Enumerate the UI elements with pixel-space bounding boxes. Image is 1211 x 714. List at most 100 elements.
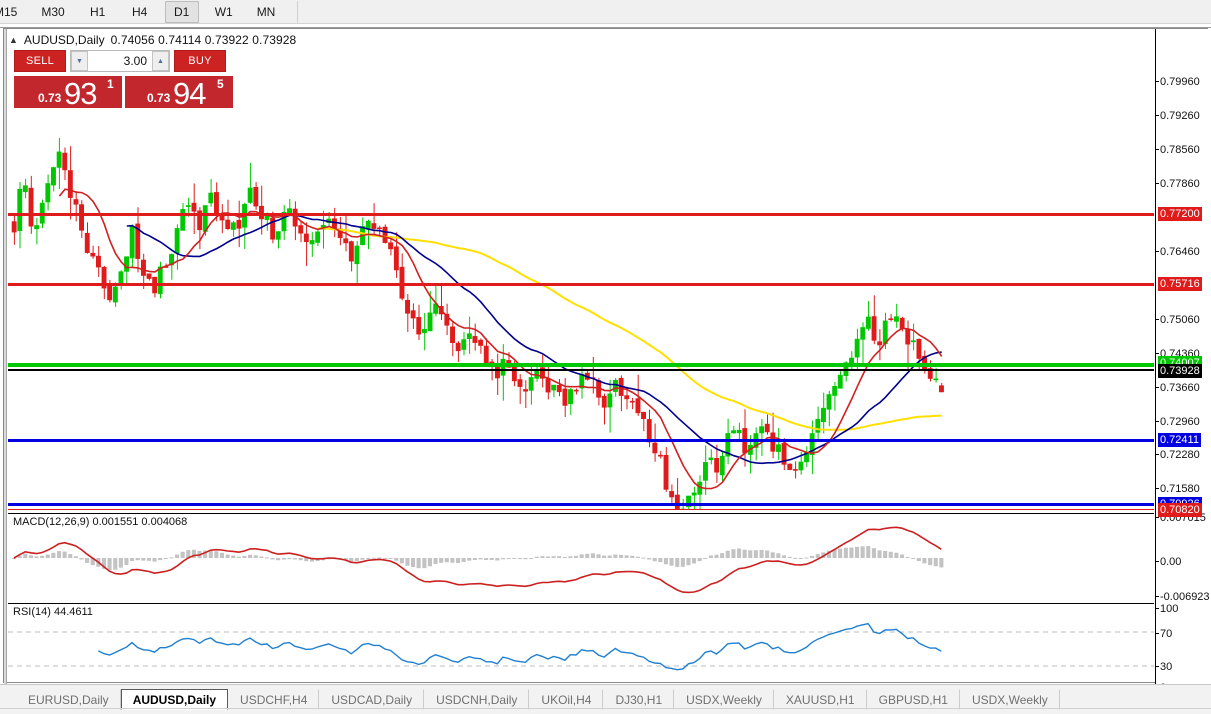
symbol-tab-usdcad-daily[interactable]: USDCAD,Daily — [319, 689, 425, 710]
price-tick: 0.71580 — [1156, 483, 1200, 495]
macd-chart-svg — [12, 526, 944, 594]
timeframe-button-m30[interactable]: M30 — [33, 1, 72, 23]
timeframe-button-mn[interactable]: MN — [249, 1, 284, 23]
timeframe-button-d1[interactable]: D1 — [164, 0, 199, 23]
one-click-trading-controls: SELL ▼ 3.00 ▲ BUY — [14, 49, 234, 73]
level-label-0.72411[interactable]: 0.72411 — [1158, 433, 1201, 447]
buy-price-prefix: 0.73 — [147, 91, 171, 105]
rsi-line — [97, 622, 942, 671]
macd-tick: -0.006923 — [1156, 591, 1210, 603]
chart-window: ▲ AUDUSD,Daily 0.74056 0.74114 0.73922 0… — [0, 27, 1211, 704]
timeframe-button-w1[interactable]: W1 — [207, 1, 241, 23]
symbol-tab-label: XAUUSD,H1 — [785, 692, 855, 707]
level-line-0.74007[interactable] — [8, 363, 1154, 367]
level-label-0.75716[interactable]: 0.75716 — [1158, 277, 1202, 291]
level-line-0.70820[interactable] — [8, 509, 1154, 510]
rsi-tick: 30 — [1155, 661, 1173, 673]
timeframe-button-h4[interactable]: H4 — [123, 1, 157, 23]
collapse-triangle-icon[interactable]: ▲ — [9, 34, 18, 45]
macd-pane[interactable]: MACD(12,26,9) 0.001551 0.004068 — [8, 513, 1154, 600]
buy-button[interactable]: BUY — [174, 50, 226, 72]
level-line-0.77200[interactable] — [8, 213, 1154, 216]
timeframe-button-m15[interactable]: M15 — [0, 1, 25, 23]
timeframe-toolbar: M15 M30 H1 H4 D1 W1 MN — [0, 0, 1211, 24]
one-click-trading-panel[interactable]: SELL ▼ 3.00 ▲ BUY 0.73 93 1 — [14, 49, 234, 108]
macd-signal-line — [13, 526, 942, 594]
price-tick: 0.79960 — [1156, 76, 1200, 88]
ma-mid-line — [126, 214, 942, 465]
timeframe-label: H1 — [90, 4, 106, 19]
symbol-tab-usdcnh-daily[interactable]: USDCNH,Daily — [424, 689, 530, 710]
macd-label: MACD(12,26,9) 0.001551 0.004068 — [13, 516, 188, 528]
price-plot-area[interactable] — [8, 47, 1154, 510]
macd-tick: 0.00 — [1155, 556, 1182, 568]
candles-group — [11, 138, 944, 510]
buy-button-label: BUY — [188, 55, 212, 67]
chevron-down-icon[interactable]: ▼ — [71, 51, 88, 71]
macd-tick: 0.007015 — [1156, 512, 1206, 524]
one-click-prices: 0.73 93 1 0.73 94 5 — [14, 74, 234, 108]
rsi-tick: 100 — [1155, 603, 1179, 615]
price-tick: 0.75060 — [1156, 314, 1200, 326]
sell-price-big: 93 — [64, 76, 97, 108]
level-line-0.73928[interactable] — [8, 369, 1154, 371]
symbol-tab-gbpusd-h1[interactable]: GBPUSD,H1 — [867, 689, 960, 710]
timeframe-label: M15 — [0, 4, 18, 19]
price-scale[interactable]: 0.79960 0.79260 0.78560 0.77860 0.76460 … — [1155, 29, 1210, 694]
level-line-0.72411[interactable] — [8, 439, 1154, 442]
chart-left-rail[interactable] — [4, 29, 7, 684]
volume-input[interactable]: ▼ 3.00 ▲ — [70, 50, 170, 72]
rsi-tick: 70 — [1155, 628, 1173, 640]
symbol-tab-eurusd-daily[interactable]: EURUSD,Daily — [16, 689, 121, 710]
price-tick: 0.74360 — [1156, 348, 1200, 360]
level-label-0.77200[interactable]: 0.77200 — [1158, 207, 1202, 221]
symbol-tab-usdx-weekly-2[interactable]: USDX,Weekly — [960, 689, 1060, 710]
buy-price-big: 94 — [173, 76, 206, 108]
timeframe-button-h1[interactable]: H1 — [81, 1, 115, 23]
ma-slow-line — [317, 227, 942, 431]
symbol-tab-label: AUDUSD,Daily — [132, 692, 217, 707]
symbol-tab-audusd-daily[interactable]: AUDUSD,Daily — [120, 689, 229, 710]
ma-fast-line — [58, 188, 943, 490]
chart-symbol-period: AUDUSD,Daily — [23, 33, 105, 47]
price-tick: 0.72960 — [1156, 416, 1200, 428]
rsi-label: RSI(14) 44.4611 — [13, 606, 93, 618]
symbol-tab-label: USDCAD,Daily — [331, 692, 413, 707]
symbol-tab-xauusd-h1[interactable]: XAUUSD,H1 — [774, 689, 867, 710]
chart-ohlc-values: 0.74056 0.74114 0.73922 0.73928 — [110, 33, 297, 47]
price-tick: 0.72280 — [1156, 449, 1200, 461]
macd-histogram — [12, 546, 944, 571]
symbol-tab-label: USDX,Weekly — [686, 692, 762, 707]
toolbar-divider — [297, 0, 299, 23]
timeframe-label: W1 — [214, 4, 233, 19]
sell-price-cell[interactable]: 0.73 93 1 — [14, 74, 122, 108]
timeframe-label: MN — [256, 4, 276, 19]
symbol-tab-ukoil-h4[interactable]: UKOil,H4 — [529, 689, 604, 710]
chevron-up-icon[interactable]: ▲ — [152, 51, 169, 71]
symbol-tab-label: USDX,Weekly — [971, 692, 1048, 707]
level-line-0.70926[interactable] — [8, 503, 1154, 506]
price-tick: 0.77860 — [1156, 178, 1200, 190]
timeframe-label: H4 — [132, 4, 148, 19]
symbol-tab-usdx-weekly[interactable]: USDX,Weekly — [674, 689, 774, 710]
level-label-0.70820[interactable]: 0.70820 — [1158, 503, 1202, 517]
symbol-tab-label: GBPUSD,H1 — [878, 692, 948, 707]
rsi-pane[interactable]: RSI(14) 44.4611 — [8, 603, 1154, 688]
level-label-0.73928[interactable]: 0.73928 — [1158, 364, 1202, 378]
sell-price-prefix: 0.73 — [38, 91, 62, 105]
symbol-tab-usdchf-h4[interactable]: USDCHF,H4 — [228, 689, 320, 710]
buy-price-fraction: 5 — [217, 77, 224, 91]
chart-frame: ▲ AUDUSD,Daily 0.74056 0.74114 0.73922 0… — [3, 28, 1210, 704]
timeframe-label: M30 — [41, 4, 65, 19]
symbol-tab-label: USDCHF,H4 — [240, 692, 308, 707]
price-tick: 0.73660 — [1156, 382, 1200, 394]
sell-button[interactable]: SELL — [14, 50, 66, 72]
sell-button-label: SELL — [25, 55, 55, 67]
price-tick: 0.79260 — [1156, 110, 1200, 122]
buy-price-cell[interactable]: 0.73 94 5 — [125, 74, 233, 108]
price-tick: 0.78560 — [1156, 144, 1200, 156]
tab-bar-divider — [0, 708, 1211, 709]
level-line-0.75716[interactable] — [8, 283, 1154, 286]
symbol-tab-dj30-h1[interactable]: DJ30,H1 — [603, 689, 675, 710]
